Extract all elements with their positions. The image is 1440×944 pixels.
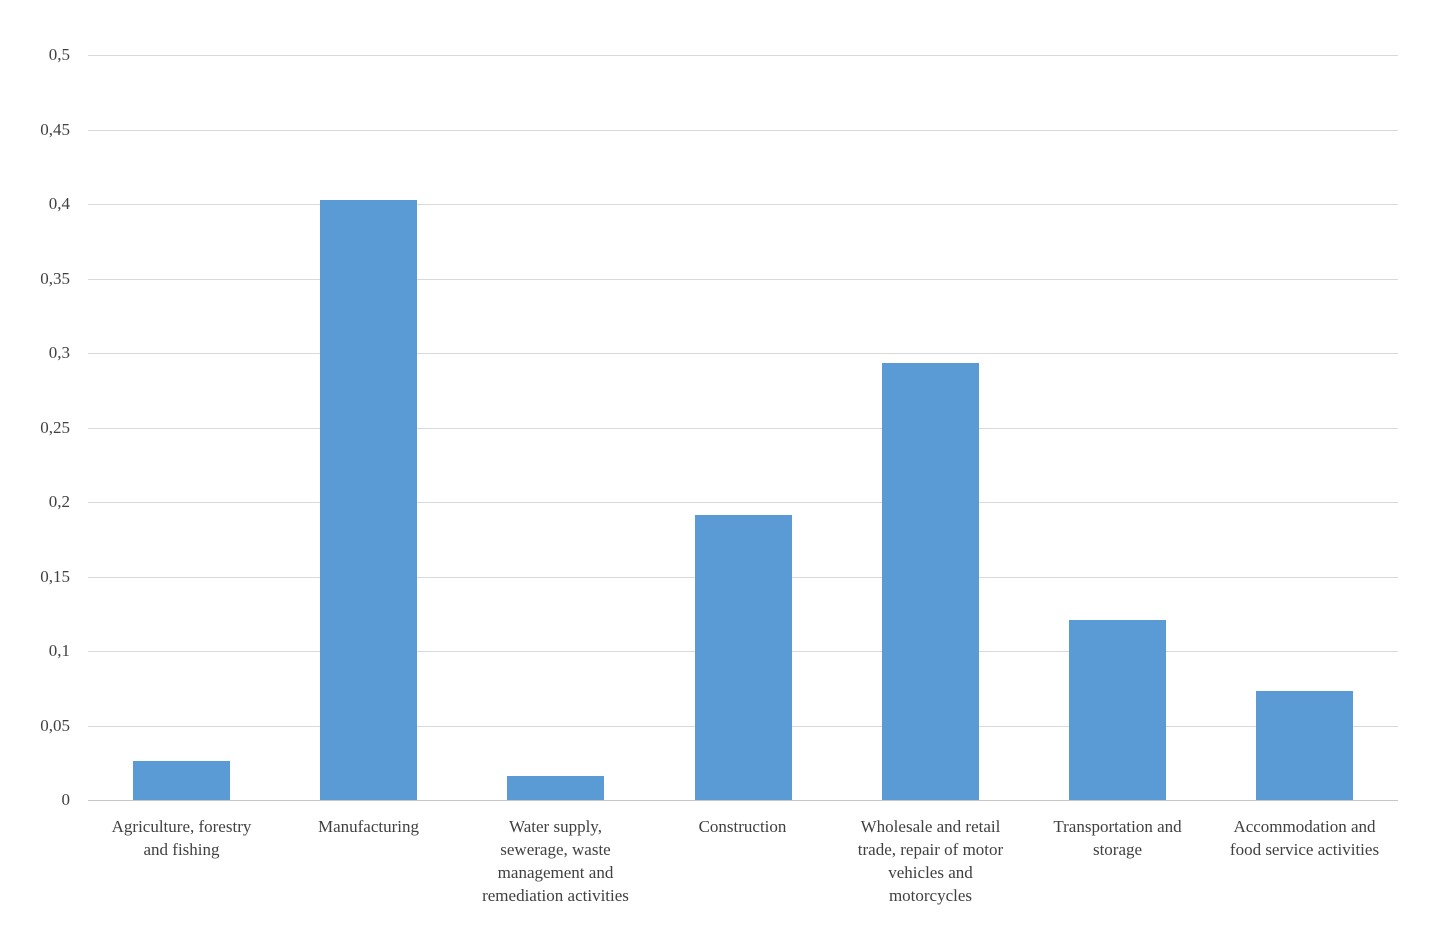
x-axis-category-label: Wholesale and retail trade, repair of mot…: [837, 815, 1024, 907]
x-axis-category-label-line: remediation activities: [482, 886, 629, 905]
x-axis-category-label-line: food service activities: [1229, 840, 1380, 859]
gridline: [88, 353, 1398, 354]
x-axis-category-label-line: vehicles and: [888, 863, 973, 882]
y-axis-tick-label: 0,4: [48, 194, 70, 213]
y-axis-tick-label: 0,2: [48, 492, 70, 511]
gridline: [88, 428, 1398, 429]
x-axis-category-label-line: Transportation and: [1053, 817, 1182, 836]
bar: [1256, 691, 1353, 800]
gridline: [88, 502, 1398, 503]
x-axis-category-label-line: trade, repair of motor: [857, 840, 1004, 859]
x-axis-category-label: Transportation and storage: [1024, 815, 1211, 861]
gridline: [88, 279, 1398, 280]
y-axis-tick-label: 0,45: [40, 120, 70, 139]
x-axis-category-label: Accommodation and food service activities: [1211, 815, 1398, 861]
gridline: [88, 204, 1398, 205]
bar: [1069, 620, 1166, 800]
x-axis-category-label-line: Agriculture, forestry: [111, 817, 252, 836]
y-axis-tick-label: 0: [61, 790, 71, 809]
x-axis-category-label-line: Water supply,: [509, 817, 602, 836]
x-axis-category-label-line: Wholesale and retail: [860, 817, 1001, 836]
x-axis-category-label-line: Construction: [698, 817, 787, 836]
y-axis-tick-label: 0,25: [40, 418, 70, 437]
x-axis-category-label-line: sewerage, waste: [500, 840, 611, 859]
y-axis-tick-label: 0,5: [48, 45, 70, 64]
x-axis-category-label: Construction: [649, 815, 836, 838]
bar: [882, 363, 979, 800]
gridline: [88, 55, 1398, 56]
bar: [133, 761, 230, 800]
x-axis-category-label-line: and fishing: [143, 840, 220, 859]
x-axis-line: [88, 800, 1398, 801]
x-axis-category-label: Water supply, sewerage, waste management a…: [462, 815, 649, 907]
y-axis-tick-label: 0,35: [40, 269, 70, 288]
bar: [695, 515, 792, 800]
x-axis-category-label-line: Accommodation and: [1233, 817, 1376, 836]
x-axis-category-label-line: management and: [497, 863, 614, 882]
y-axis-tick-label: 0,15: [40, 567, 70, 586]
x-axis-category-label-line: storage: [1092, 840, 1143, 859]
y-axis-tick-label: 0,1: [48, 641, 70, 660]
y-axis-tick-label: 0,3: [48, 343, 70, 362]
x-axis-category-label: Manufacturing: [275, 815, 462, 838]
bar: [507, 776, 604, 800]
x-axis-category-label-line: Manufacturing: [317, 817, 420, 836]
x-axis-category-label: Agriculture, forestry and fishing: [88, 815, 275, 861]
gridline: [88, 130, 1398, 131]
y-axis-tick-label: 0,05: [40, 716, 70, 735]
bar: [320, 200, 417, 800]
x-axis-category-label-line: motorcycles: [888, 886, 973, 905]
